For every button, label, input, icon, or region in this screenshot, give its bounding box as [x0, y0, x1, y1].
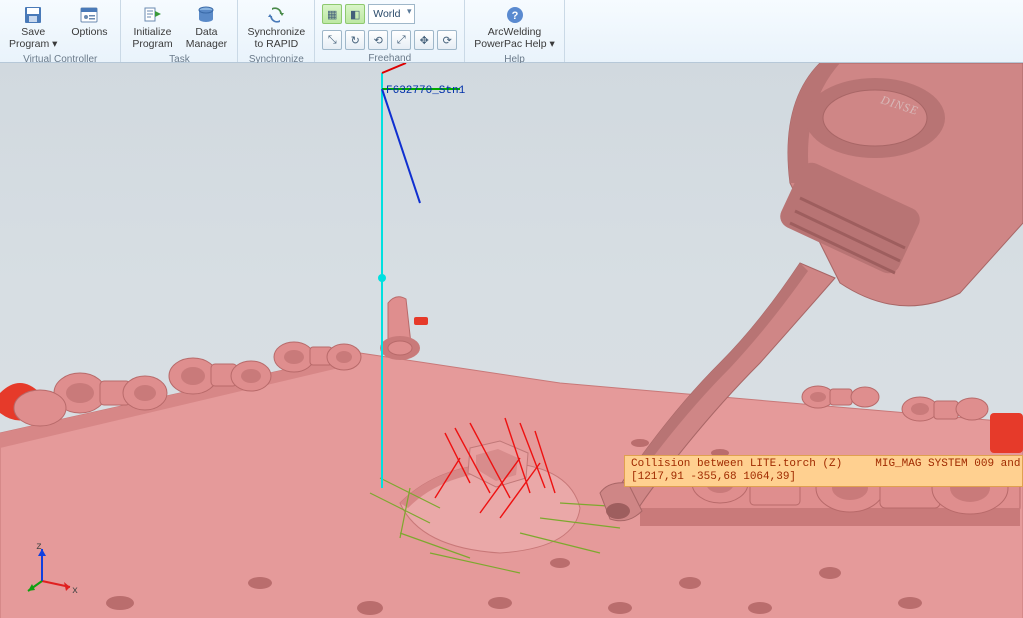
3d-viewport[interactable]: DINSE F632770_Stn1 Collision between LIT…	[0, 63, 1023, 618]
help-icon: ?	[505, 5, 525, 25]
view-gizmo[interactable]: x z	[22, 541, 82, 601]
collision-warning: Collision between LITE.torch (Z) MIG_MAG…	[624, 455, 1023, 487]
arcwelding-help-button[interactable]: ? ArcWeldingPowerPac Help ▾	[469, 2, 560, 53]
ribbon-group-help: ? ArcWeldingPowerPac Help ▾ Help	[465, 0, 565, 62]
initialize-icon	[142, 5, 162, 25]
freehand-btn-2[interactable]: ◧	[345, 4, 365, 24]
data-manager-icon	[196, 5, 216, 25]
data-manager-button[interactable]: DataManager	[179, 2, 233, 53]
collision-line1: Collision between LITE.torch (Z) MIG_MAG…	[631, 458, 1023, 470]
data-manager-label: DataManager	[186, 26, 227, 50]
freehand-multi-btn[interactable]: ⟳	[437, 30, 457, 50]
synchronize-to-rapid-button[interactable]: Synchronizeto RAPID	[242, 2, 310, 53]
save-program-label: SaveProgram ▾	[9, 26, 57, 50]
initialize-program-label: InitializeProgram	[132, 26, 172, 50]
arcwelding-help-label: ArcWeldingPowerPac Help ▾	[474, 26, 555, 50]
ribbon-group-task: InitializeProgram DataManager Task	[121, 0, 238, 62]
ribbon-group-freehand: ▦ ◧ World ⤡ ↻ ⟲ ⤢ ✥ ⟳ Freehand	[315, 0, 465, 62]
ribbon-group-synchronize: Synchronizeto RAPID Synchronize	[238, 0, 315, 62]
station-label: F632770_Stn1	[386, 85, 465, 97]
svg-text:?: ?	[511, 10, 518, 22]
world-label: World	[373, 8, 400, 20]
ribbon: SaveProgram ▾ Options Virtual Controller…	[0, 0, 1023, 63]
freehand-move-btn[interactable]: ⤡	[322, 30, 342, 50]
freehand-btn-1[interactable]: ▦	[322, 4, 342, 24]
freehand-rotate-btn[interactable]: ↻	[345, 30, 365, 50]
gizmo-x-label: x	[72, 586, 78, 597]
ribbon-group-virtual-controller: SaveProgram ▾ Options Virtual Controller	[0, 0, 121, 62]
options-label: Options	[71, 26, 107, 38]
initialize-program-button[interactable]: InitializeProgram	[125, 2, 179, 53]
freehand-reorient-btn[interactable]: ✥	[414, 30, 434, 50]
synchronize-label: Synchronizeto RAPID	[247, 26, 305, 50]
options-button[interactable]: Options	[62, 2, 116, 41]
save-icon	[23, 5, 43, 25]
options-icon	[79, 5, 99, 25]
gizmo-z-label: z	[36, 542, 42, 553]
sync-icon	[266, 5, 286, 25]
collision-line2: [1217,91 -355,68 1064,39]	[631, 471, 796, 483]
coordinate-system-select[interactable]: World	[368, 4, 415, 24]
freehand-jog-btn[interactable]: ⟲	[368, 30, 388, 50]
save-program-button[interactable]: SaveProgram ▾	[4, 2, 62, 53]
freehand-linear-btn[interactable]: ⤢	[391, 30, 411, 50]
scene-svg: DINSE	[0, 63, 1023, 618]
